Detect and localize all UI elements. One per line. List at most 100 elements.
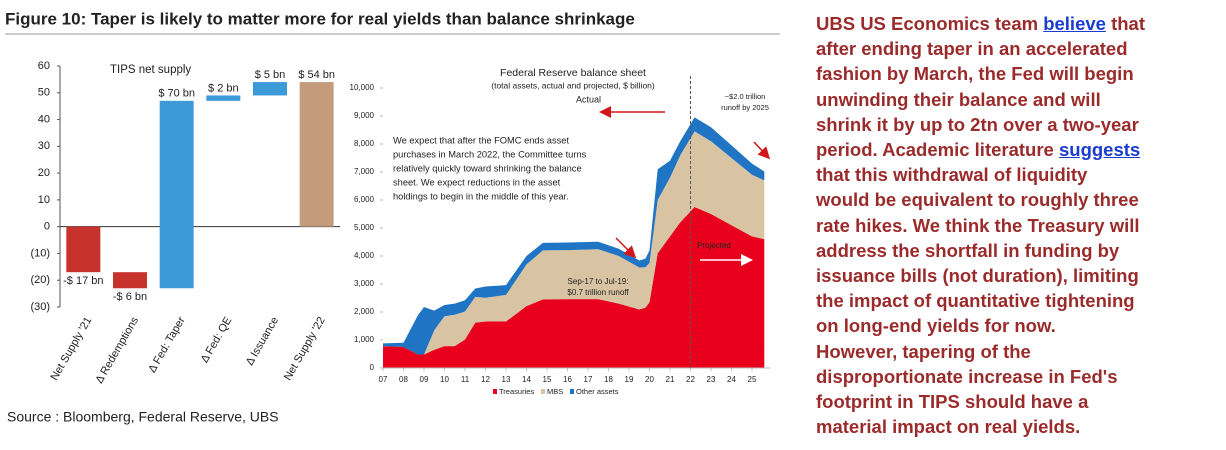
figure: Figure 10: Taper is likely to matter mor… [5,9,780,425]
x-tick-label: Δ Fed: QE [199,315,235,365]
annotation: holdings to begin in the middle of this … [393,191,569,201]
annotations: Actual ~$2.0 trillion runoff by 2025 We exp… [393,92,769,297]
x-tick-label: 16 [563,375,572,384]
x-tick-label: 17 [584,375,593,384]
x-tick-label: Δ Redemptions [93,315,141,386]
y-tick-label: 8,000 [354,139,375,148]
y-tick-label: 4,000 [354,251,375,260]
y-tick-label: 0 [44,221,50,233]
text: the impact of quantitative tightening [816,290,1135,312]
bar [113,272,147,289]
y-tick-label: 7,000 [354,167,375,176]
commentary-line: fashion by March, the Fed will begin [816,61,1145,86]
commentary-line: unwinding their balance and will [816,87,1145,112]
y-tick-label: 9,000 [354,111,375,120]
y-tick-label: 5,000 [354,223,375,232]
area-chart: 0 1,000 2,000 3,000 4,000 5,000 6,000 7,000 8,00… [350,76,771,396]
text: rate hikes. We think the Treasury will [816,214,1140,236]
y-tick-label: 2,000 [354,307,375,316]
area [383,207,765,368]
y-tick-label: 0 [370,363,375,372]
y-tick-label: (30) [30,301,50,313]
text: on long-end yields for now. [816,315,1056,337]
x-tick-label: 07 [379,375,388,384]
x-tick-label: 15 [543,375,552,384]
text: unwinding their balance and will [816,88,1101,110]
y-tick-label: (20) [30,274,50,286]
x-tick-label: 23 [707,375,716,384]
commentary: UBS US Economics team believe that after … [816,11,1145,439]
x-tick-label: 19 [625,375,634,384]
bar [206,95,241,101]
commentary-line: UBS US Economics team believe that [816,11,1145,36]
y-tick-label: (10) [30,247,50,259]
arrow [615,237,637,259]
link[interactable]: suggests [1058,139,1141,161]
text: that [1105,13,1146,34]
text: UBS US Economics team [816,13,1044,34]
area [383,117,765,355]
x-tick-label: 24 [727,375,736,384]
commentary-line: address the shortfall in funding by [816,238,1145,263]
annotation: Actual [576,94,601,104]
commentary-line: the impact of quantitative tightening [816,288,1145,313]
x-tick-label: 11 [461,375,470,384]
x-tick-label: 21 [666,375,675,384]
text: material impact on real yields. [816,416,1081,438]
x-tick-label: 08 [399,375,408,384]
commentary-line: rate hikes. We think the Treasury will [816,213,1145,238]
annotation: sheet. We expect reductions in the asset [393,177,561,187]
bar [159,100,194,289]
commentary-line: shrink it by up to 2tn over a two-year [816,112,1145,137]
x-tick-label: Net Supply '22 [282,315,328,383]
bar [66,226,101,273]
x-tick-label: 18 [604,375,613,384]
text: period. Academic literature [816,139,1059,161]
annotation: Projected [697,241,731,250]
commentary-line: that this withdrawal of liquidity [816,162,1145,187]
y-tick-label: 10,000 [350,83,375,92]
y-tick-label: 20 [38,167,50,179]
x-tick-label: 09 [420,375,429,384]
y-tick-label: 40 [38,113,50,125]
legend-swatch [570,389,574,394]
y-tick-label: 50 [38,87,50,99]
commentary-line: disproportionate increase in Fed's [816,364,1145,389]
annotation: Sep-17 to Jul-19: [568,277,629,286]
annotation: purchases in March 2022, the Committee t… [393,149,587,159]
chart-subtitle: (total assets, actual and projected, $ b… [491,80,655,90]
text: However, tapering of the [816,340,1031,362]
annotation: runoff by 2025 [721,103,769,112]
text: fashion by March, the Fed will begin [816,63,1134,85]
text: after ending taper in an accelerated [816,38,1128,60]
y-tick-label: 3,000 [354,279,375,288]
text: shrink it by up to 2tn over a two-year [816,113,1139,135]
figure-title: Figure 10: Taper is likely to matter mor… [5,9,635,28]
chart-title: TIPS net supply [110,64,191,76]
y-tick-label: 30 [38,140,50,152]
x-tick-label: 10 [440,375,449,384]
text: issuance bills (not duration), limiting [816,265,1139,287]
legend-swatch [493,389,497,394]
commentary-line: would be equivalent to roughly three [816,187,1145,212]
legend-label: Treasuries [499,387,534,396]
x-tick-label: 25 [748,375,757,384]
x-tick-label: Net Supply '21 [48,315,94,383]
x-tick-label: Δ Issuance [244,315,281,368]
data-label: -$ 17 bn [63,275,103,287]
x-tick-label: 14 [522,375,531,384]
annotation: We expect that after the FOMC ends asset [393,135,569,145]
text: would be equivalent to roughly three [816,189,1139,211]
annotation: $0.7 trillion runoff [567,288,629,297]
commentary-line: material impact on real yields. [816,414,1145,439]
y-tick-label: 6,000 [354,195,375,204]
commentary-line: on long-end yields for now. [816,313,1145,338]
commentary-line: period. Academic literature suggests [816,137,1145,162]
legend-swatch [541,389,545,394]
bar [299,82,334,227]
x-tick-label: 20 [645,375,654,384]
commentary-line: footprint in TIPS should have a [816,389,1145,414]
link[interactable]: believe [1043,13,1106,34]
x-tick-label: Δ Fed: Taper [146,315,188,375]
